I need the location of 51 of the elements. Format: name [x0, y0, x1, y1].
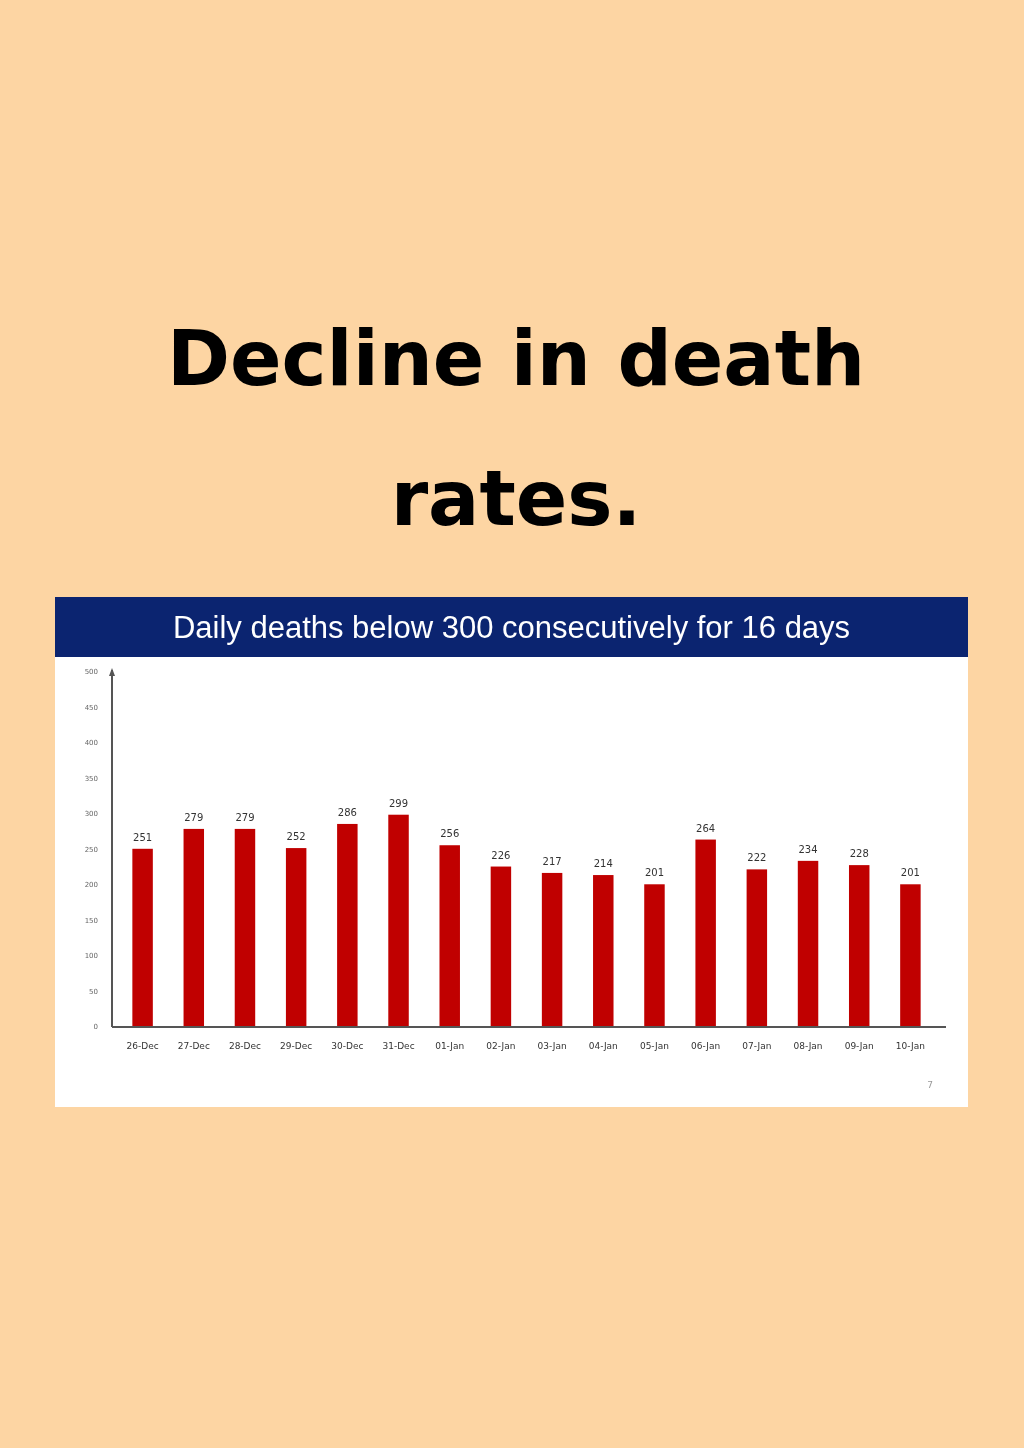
x-tick-label: 28-Dec: [228, 1041, 262, 1051]
bar: [285, 848, 307, 1027]
data-label: 251: [133, 831, 153, 843]
chart-subtitle: Daily deaths below 300 consecutively for 16 days: [172, 610, 851, 645]
data-label: 226: [491, 849, 511, 861]
data-label: 201: [900, 867, 920, 879]
bar: [900, 884, 921, 1027]
bar: [746, 869, 768, 1027]
x-tick-label: 10-Jan: [895, 1041, 925, 1051]
data-label: 279: [184, 811, 204, 823]
bar: [132, 848, 153, 1027]
bar: [490, 866, 512, 1027]
data-label: 222: [747, 852, 767, 864]
x-tick-label: 09-Jan: [844, 1041, 874, 1051]
bar: [644, 884, 665, 1027]
bar: [183, 828, 205, 1027]
bar: [388, 814, 409, 1027]
text: 7: [927, 1080, 933, 1090]
x-tick-label: 06-Jan: [691, 1041, 721, 1051]
x-tick-label: 01-Jan: [435, 1041, 465, 1051]
data-label: 286: [337, 806, 357, 818]
x-tick-label: 27-Dec: [177, 1041, 210, 1051]
chart-title: Decline in death rates.: [166, 314, 866, 543]
x-tick-label: 02-Jan: [486, 1041, 516, 1051]
bar: [848, 865, 870, 1027]
data-label: 217: [542, 855, 562, 867]
x-tick-label: 31-Dec: [382, 1041, 415, 1051]
bar: [439, 845, 460, 1027]
data-label: 234: [798, 843, 818, 855]
data-label: 256: [440, 828, 460, 840]
x-tick-label: 29-Dec: [280, 1041, 313, 1051]
bar: [234, 828, 256, 1027]
data-label: 228: [849, 848, 869, 860]
x-tick-label: 03-Jan: [537, 1041, 567, 1051]
x-tick-label: 30-Dec: [331, 1041, 364, 1051]
data-label: 299: [388, 797, 409, 809]
data-label: 264: [696, 822, 716, 834]
bar: [541, 872, 563, 1027]
data-label: 252: [286, 831, 306, 843]
x-tick-label: 08-Jan: [793, 1041, 823, 1051]
x-tick-label: 26-Dec: [126, 1041, 159, 1051]
bar: [695, 839, 716, 1027]
data-label: 214: [593, 858, 613, 870]
x-tick-label: 05-Jan: [639, 1041, 670, 1051]
data-label: 279: [235, 811, 255, 823]
bar: [797, 860, 819, 1027]
x-tick-label: 07-Jan: [742, 1041, 772, 1051]
bar: [337, 823, 358, 1027]
x-tick-label: 04-Jan: [588, 1041, 618, 1051]
data-label: 201: [644, 867, 665, 879]
bar: [593, 875, 614, 1027]
